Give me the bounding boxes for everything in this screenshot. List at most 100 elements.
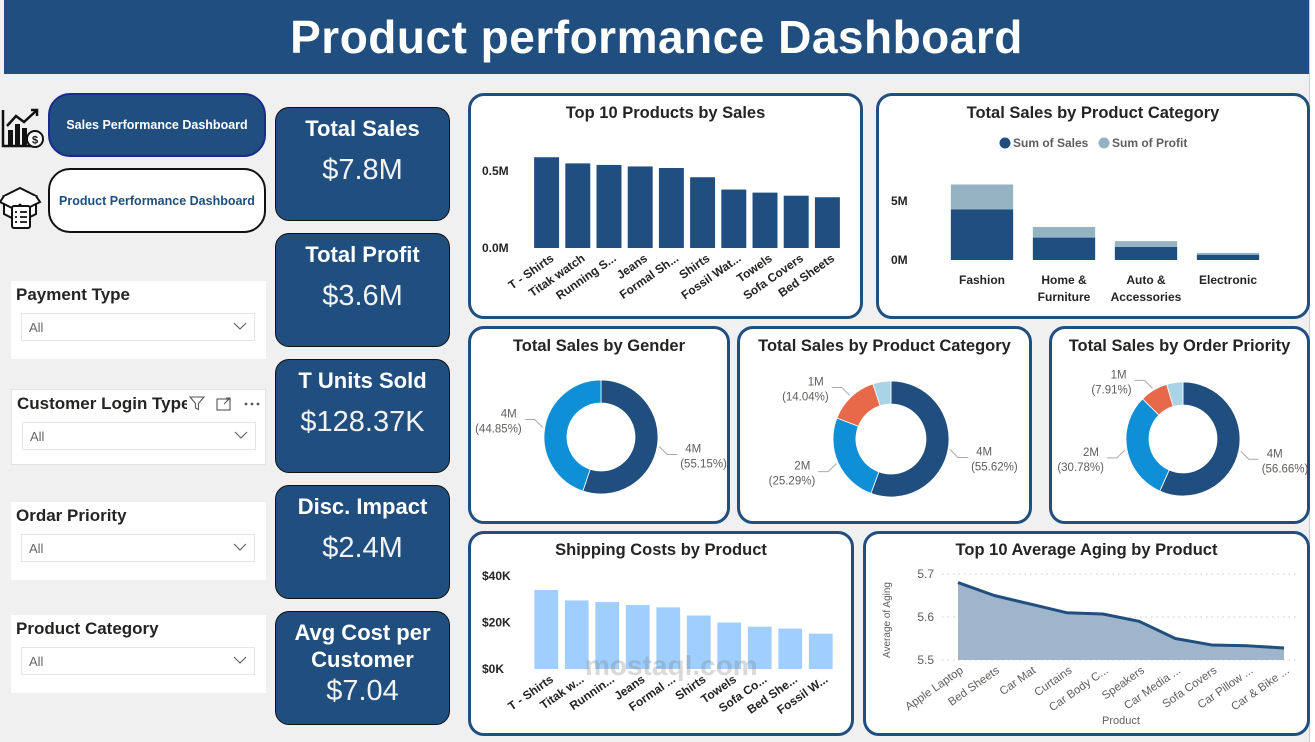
bar-segment [1032,226,1096,238]
bar-segment [1196,252,1260,255]
kpi-avg-cost-per-customer: Avg Cost per Customer $7.04 [275,611,450,725]
bar [595,602,620,669]
bar-segment [1196,254,1260,260]
slicer-title: Payment Type [16,285,131,304]
visual-header-tools [187,396,261,411]
chart-title: Top 10 Products by Sales [565,104,766,122]
bar [564,600,589,669]
chart-title: Total Sales by Order Priority [1068,337,1291,355]
y-tick-label: 5.5 [917,653,934,667]
order-priority-dropdown[interactable]: All [21,534,255,562]
chart-title: Top 10 Average Aging by Product [955,541,1218,559]
donut-slice [582,379,659,495]
y-tick-label: $20K [482,616,511,630]
bar [656,607,681,669]
chart-title: Shipping Costs by Product [555,541,767,559]
leader-line [1134,379,1153,389]
bar [658,168,684,248]
category-stacked-bar-chart: Sum of Sales Sum of Profit 0M 5M Fashion Home… [891,136,1260,304]
chevron-down-icon [234,431,248,439]
bar-segment [950,184,1014,210]
bar [625,605,650,669]
leader-line [818,463,837,473]
donut-slice [1125,398,1170,492]
chart-shipping-costs-by-product: Shipping Costs by Product $0K $20K $40K T -… [468,531,854,736]
data-label-percent: (25.29%) [769,476,816,488]
data-label-percent: (55.15%) [680,459,727,471]
y-tick-label: $40K [482,569,511,583]
bar [747,626,772,669]
bar [814,197,840,248]
data-label-value: 4M [976,447,992,459]
y-axis-title: Average of Aging [882,582,893,658]
customer-login-type-dropdown[interactable]: All [22,422,256,450]
chart-title: Total Sales by Gender [512,337,686,355]
data-label-percent: (14.04%) [782,391,829,403]
filter-icon[interactable] [189,396,205,411]
data-label-value: 2M [794,461,810,473]
x-tick-label: Furniture [1038,290,1091,304]
donut-slice [870,380,950,498]
chart-top10-products-by-sales: Top 10 Products by Sales 0.0M 0.5M T - Shi… [468,93,863,319]
chevron-down-icon [233,322,247,330]
data-label-value: 1M [1111,369,1127,381]
donut-slice [543,379,602,492]
series-line [957,581,1285,650]
leader-line [949,449,969,459]
bar-segment [950,209,1014,260]
bar [778,628,803,669]
sales-chart-icon: $ [1,108,44,148]
bar-segment [1114,247,1178,260]
sales-performance-dashboard-button[interactable]: Sales Performance Dashboard [48,93,266,157]
bar [783,195,809,248]
x-tick-label: Electronic [1199,273,1257,287]
kpi-discount-impact: Disc. Impact $2.4M [275,485,450,599]
y-tick-label: $0K [482,662,504,676]
chart-sales-by-gender: Total Sales by Gender 4M (55.15%) 4M (44.85… [468,326,730,524]
payment-type-dropdown[interactable]: All [21,313,255,341]
slicer-order-priority: Ordar Priority All [11,502,266,580]
kpi-label: Disc. Impact [297,494,428,519]
product-performance-dashboard-button[interactable]: Product Performance Dashboard [48,168,266,233]
slicer-title: Ordar Priority [16,506,127,525]
donut-slice [836,383,881,427]
bar [565,163,591,248]
gender-donut-chart: 4M (55.15%) 4M (44.85%) [475,379,727,495]
slicer-title: Product Category [16,619,159,638]
kpi-label: Total Profit [305,242,420,267]
dropdown-value: All [29,654,44,669]
slicer-product-category: Product Category All [11,615,266,693]
data-label-percent: (44.85%) [475,423,522,435]
kpi-value: $2.4M [322,532,403,564]
data-label-value: 1M [808,376,824,388]
focus-mode-icon[interactable] [216,396,232,411]
leader-line [524,418,544,428]
product-performance-label: Product Performance Dashboard [59,193,255,208]
dropdown-value: All [29,320,44,335]
data-label-value: 4M [1267,448,1283,460]
data-label-percent: (7.91%) [1091,384,1131,396]
area-fill [958,582,1284,660]
product-category-dropdown[interactable]: All [21,647,255,675]
leader-line [1240,450,1259,460]
donut-slice [832,417,880,494]
data-label-value: 4M [501,408,517,420]
leader-line [1107,449,1126,459]
bar [808,633,833,669]
sales-performance-label: Sales Performance Dashboard [66,118,248,132]
chart-average-aging-by-product: Top 10 Average Aging by Product 5.5 5.6 5.… [863,531,1310,736]
kpi-units-sold: T Units Sold $128.37K [275,359,450,473]
bar [534,157,560,248]
leader-line [658,446,678,456]
x-tick-label: Auto & [1126,273,1166,287]
donut-slice [1166,381,1184,407]
more-options-icon[interactable] [243,401,261,407]
kpi-total-sales: Total Sales $7.8M [275,107,450,221]
legend-marker [1098,137,1110,149]
legend-marker [999,137,1011,149]
slicer-payment-type: Payment Type All [11,281,266,359]
bar [690,177,716,248]
y-tick-label: 5.6 [917,610,934,624]
